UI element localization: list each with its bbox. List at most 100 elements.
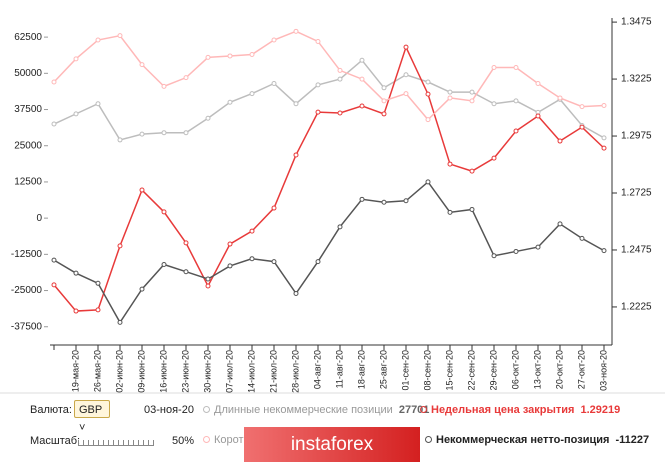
point [117,243,123,249]
legend-label: Некоммерческая нетто-позиция [436,434,610,446]
point [535,113,541,119]
x-tick-label: 25-авг-20 [378,350,388,389]
point [205,276,211,282]
point [491,65,497,71]
y-tick-label: 25000 [14,140,42,151]
series-line [53,45,605,312]
point [381,111,387,117]
point [161,83,167,89]
x-tick-label: 01-сен-20 [400,350,410,391]
point [51,121,57,127]
point [271,259,277,265]
point [271,37,277,43]
y2-tick-label: 1.2725 [621,188,652,199]
legend-entry: Недельная цена закрытия 1.29219 [420,404,620,416]
x-tick-label: 28-июл-20 [290,350,300,393]
point [381,85,387,91]
point [249,91,255,97]
point [447,95,453,101]
point [227,53,233,59]
point [183,240,189,246]
point [469,168,475,174]
legend-entry: Некоммерческая нетто-позиция -11227 [425,434,649,446]
x-tick-label: 26-мая-20 [92,350,102,392]
legend-marker [425,436,432,443]
point [579,235,585,241]
series-line [53,180,605,324]
point [249,256,255,262]
point [51,257,57,263]
x-tick-label: 19-мая-20 [70,350,80,392]
point [51,79,57,85]
point [315,82,321,88]
legend-label: Коротк [214,434,249,446]
point [95,280,101,286]
point [381,98,387,104]
x-tick-label: 08-сен-20 [422,350,432,391]
y-tick-label: -25000 [11,285,43,296]
point [139,286,145,292]
point [73,56,79,62]
x-tick-label: 20-окт-20 [554,350,564,389]
point [227,263,233,269]
point [425,179,431,185]
scale-slider[interactable] [78,440,154,446]
x-tick-label: 03-ноя-20 [598,350,608,391]
x-tick-label: 16-июн-20 [158,350,168,393]
x-tick-label: 14-июл-20 [246,350,256,393]
point [535,80,541,86]
point [271,205,277,211]
point [95,101,101,107]
currency-select[interactable]: GBP ˅ [74,400,110,434]
point [293,28,299,34]
point [205,115,211,121]
x-tick-label: 13-окт-20 [532,350,542,389]
legend-entry: Длинные некоммерческие позиции 27701 [203,404,429,416]
point [469,206,475,212]
y2-tick-label: 1.2975 [621,131,652,142]
legend-marker [420,406,427,413]
point [403,72,409,78]
point [337,110,343,116]
point [469,98,475,104]
point [447,161,453,167]
point [51,282,57,288]
point [513,128,519,134]
point [117,33,123,39]
x-tick-label: 11-авг-20 [334,350,344,388]
point [359,103,365,109]
point [139,131,145,137]
point [337,76,343,82]
point [447,89,453,95]
y2-tick-label: 1.3475 [621,17,652,28]
point [293,152,299,158]
point [403,198,409,204]
point [161,209,167,215]
point [183,75,189,81]
point [491,101,497,107]
point [139,62,145,68]
point [469,89,475,95]
point [249,51,255,57]
point [579,124,585,130]
point [73,111,79,117]
point [513,248,519,254]
point [161,130,167,136]
point [249,228,255,234]
legend-label: Длинные некоммерческие позиции [214,404,393,416]
x-tick-label: 27-окт-20 [576,350,586,389]
point [95,37,101,43]
legend-marker [203,436,210,443]
x-tick-label: 06-окт-20 [510,350,520,389]
x-tick-label: 29-сен-20 [488,350,498,391]
scale-value: 50% [172,435,195,447]
point [73,270,79,276]
y-tick-label: 62500 [14,32,42,43]
point [491,253,497,259]
point [403,91,409,97]
point [315,38,321,44]
series-line [53,59,605,141]
point [601,102,607,108]
date: 03-ноя-20 [144,404,194,416]
